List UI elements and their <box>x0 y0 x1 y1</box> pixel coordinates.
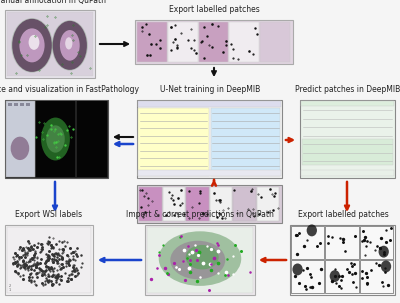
Bar <box>139 187 162 221</box>
Bar <box>5 225 93 295</box>
Bar <box>300 100 395 178</box>
Text: U-Net training in DeepMIB: U-Net training in DeepMIB <box>160 85 260 94</box>
Bar <box>186 187 208 221</box>
Bar <box>291 226 324 259</box>
Ellipse shape <box>330 270 340 282</box>
Bar <box>7 227 91 293</box>
Ellipse shape <box>65 37 72 49</box>
Bar <box>230 22 259 62</box>
Text: Export labelled patches: Export labelled patches <box>169 5 259 14</box>
Bar <box>256 187 279 221</box>
Bar <box>210 187 232 221</box>
Ellipse shape <box>11 137 29 160</box>
Ellipse shape <box>292 264 303 275</box>
Ellipse shape <box>381 261 391 272</box>
Bar <box>20 103 24 106</box>
Ellipse shape <box>29 35 39 50</box>
Text: 2: 2 <box>9 284 11 288</box>
Bar <box>138 170 281 176</box>
Bar <box>168 22 198 62</box>
Bar <box>137 22 167 62</box>
Ellipse shape <box>41 118 70 161</box>
Ellipse shape <box>19 28 45 62</box>
Bar <box>291 260 324 293</box>
Bar <box>360 226 393 259</box>
Ellipse shape <box>170 241 225 279</box>
Bar <box>233 187 256 221</box>
Bar <box>77 101 107 177</box>
Bar <box>147 227 253 293</box>
Text: Manual annotation in QuPath: Manual annotation in QuPath <box>0 0 106 5</box>
Bar <box>5 10 95 78</box>
Text: 1: 1 <box>9 288 11 292</box>
Bar <box>26 103 30 106</box>
Bar <box>138 108 208 176</box>
Bar <box>302 139 393 165</box>
Ellipse shape <box>60 30 80 61</box>
Ellipse shape <box>186 245 219 269</box>
Ellipse shape <box>159 231 241 286</box>
Text: Predict patches in DeepMIB: Predict patches in DeepMIB <box>295 85 400 94</box>
Bar <box>260 22 290 62</box>
Bar <box>7 12 93 76</box>
Text: Inference and visualization in FastPathology: Inference and visualization in FastPatho… <box>0 85 140 94</box>
Bar <box>162 187 185 221</box>
Ellipse shape <box>307 225 317 236</box>
Bar <box>325 226 359 259</box>
Bar <box>8 103 12 106</box>
Bar <box>325 260 359 293</box>
Bar <box>301 170 394 176</box>
Bar <box>301 101 394 106</box>
Bar <box>210 108 280 176</box>
Bar <box>6 101 35 177</box>
Ellipse shape <box>12 19 52 72</box>
Bar <box>145 225 255 295</box>
Ellipse shape <box>11 18 53 72</box>
Text: Export WSI labels: Export WSI labels <box>16 210 82 219</box>
Ellipse shape <box>52 20 88 71</box>
Text: Export labelled patches: Export labelled patches <box>298 210 388 219</box>
Text: Import & correct predictions in QuPath: Import & correct predictions in QuPath <box>126 210 274 219</box>
Bar <box>360 260 393 293</box>
Ellipse shape <box>46 125 65 153</box>
Bar <box>36 101 75 177</box>
Bar <box>198 22 228 62</box>
Bar <box>137 185 282 223</box>
Bar <box>138 101 281 107</box>
Bar <box>14 103 18 106</box>
Bar <box>135 20 293 64</box>
Ellipse shape <box>53 21 87 70</box>
Ellipse shape <box>378 246 389 258</box>
Bar <box>5 100 108 178</box>
Bar <box>137 100 282 178</box>
Bar <box>290 225 395 295</box>
